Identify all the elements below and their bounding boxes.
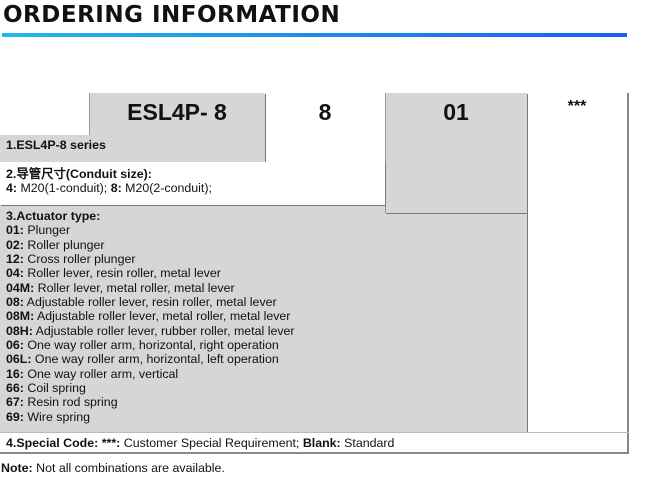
- actuator-item: 08H: Adjustable roller lever, rubber rol…: [6, 324, 295, 338]
- item-text: Customer Special Requirement;: [120, 436, 303, 450]
- page-title: ORDERING INFORMATION: [3, 2, 341, 28]
- item-code: 01:: [6, 223, 24, 238]
- item-text: M20(2-conduit);: [121, 181, 212, 196]
- actuator-item: 16: One way roller arm, vertical: [6, 367, 295, 381]
- note-text: Not all combinations are available.: [32, 461, 225, 475]
- special-code: ***: [567, 98, 587, 115]
- section2-box: [0, 162, 385, 205]
- section1-box: [0, 135, 265, 162]
- item-code: 4:: [6, 181, 18, 196]
- item-code: 02:: [6, 237, 24, 252]
- actuator-item: 66: Coil spring: [6, 381, 295, 395]
- note: Note: Not all combinations are available…: [1, 461, 225, 475]
- series-code-cell: [89, 93, 265, 136]
- item-code: 06:: [6, 338, 24, 353]
- item-code: 8:: [110, 181, 122, 196]
- item-code: 12:: [6, 252, 24, 267]
- section3-list: 3.Actuator type: 01: Plunger 02: Roller p…: [6, 209, 295, 424]
- item-text: Plunger: [23, 223, 71, 238]
- item-text: Adjustable roller lever, metal roller, m…: [34, 309, 291, 324]
- section4-label: 4.Special Code:: [6, 436, 102, 450]
- conduit-code: 8: [318, 99, 332, 125]
- section2-label: 2.导管尺寸(Conduit size):: [6, 167, 152, 181]
- actuator-item: 02: Roller plunger: [6, 238, 295, 252]
- actuator-item: 69: Wire spring: [6, 410, 295, 424]
- item-text: Standard: [340, 436, 395, 450]
- item-text: One way roller arm, horizontal, right op…: [23, 338, 279, 353]
- item-code: 08M:: [6, 309, 35, 324]
- actuator-item: 04M: Roller lever, metal roller, metal l…: [6, 281, 295, 295]
- section3-box: [0, 205, 527, 432]
- item-text: Adjustable roller lever, resin roller, m…: [23, 295, 277, 310]
- title-underline: [2, 33, 627, 37]
- actuator-item: 12: Cross roller plunger: [6, 252, 295, 266]
- item-text: Roller plunger: [23, 237, 105, 252]
- item-code: 69:: [6, 409, 24, 424]
- item-code: 04:: [6, 266, 24, 281]
- item-code: 66:: [6, 381, 24, 396]
- series-code: ESL4P- 8: [127, 99, 227, 125]
- item-text: Roller lever, metal roller, metal lever: [34, 280, 235, 295]
- item-text: Resin rod spring: [23, 395, 118, 410]
- item-text: Roller lever, resin roller, metal lever: [23, 266, 221, 281]
- item-code: 06L:: [6, 352, 32, 367]
- actuator-item: 01: Plunger: [6, 223, 295, 237]
- item-code: 08:: [6, 295, 24, 310]
- section3-label: 3.Actuator type:: [6, 209, 101, 223]
- section4-text: 4.Special Code: ***: Customer Special Re…: [6, 436, 394, 450]
- item-text: Wire spring: [23, 409, 91, 424]
- item-text: M20(1-conduit);: [17, 181, 111, 196]
- item-text: One way roller arm, horizontal, left ope…: [31, 352, 279, 367]
- actuator-item: 08M: Adjustable roller lever, metal roll…: [6, 309, 295, 323]
- actuator-code: 01: [443, 99, 469, 125]
- item-code: 67:: [6, 395, 24, 410]
- section4-box: [0, 432, 629, 454]
- item-code: 08H:: [6, 323, 33, 338]
- note-label: Note:: [1, 461, 33, 475]
- section1-label: 1.ESL4P-8 series: [6, 138, 106, 152]
- item-text: Coil spring: [23, 381, 86, 396]
- item-code: 04M:: [6, 280, 35, 295]
- actuator-item: 67: Resin rod spring: [6, 395, 295, 409]
- section2-text: 2.导管尺寸(Conduit size): 4: M20(1-conduit);…: [6, 167, 212, 196]
- table-frame: [0, 93, 629, 454]
- actuator-item: 06: One way roller arm, horizontal, righ…: [6, 338, 295, 352]
- actuator-code-cell: [385, 93, 527, 213]
- item-code: ***:: [101, 436, 121, 450]
- item-text: One way roller arm, vertical: [23, 366, 179, 381]
- item-text: Cross roller plunger: [23, 252, 136, 267]
- actuator-item: 04: Roller lever, resin roller, metal le…: [6, 266, 295, 280]
- item-text: Adjustable roller lever, rubber roller, …: [32, 323, 295, 338]
- item-code: 16:: [6, 366, 24, 381]
- item-code: Blank:: [302, 436, 341, 450]
- actuator-item: 08: Adjustable roller lever, resin rolle…: [6, 295, 295, 309]
- actuator-item: 06L: One way roller arm, horizontal, lef…: [6, 352, 295, 366]
